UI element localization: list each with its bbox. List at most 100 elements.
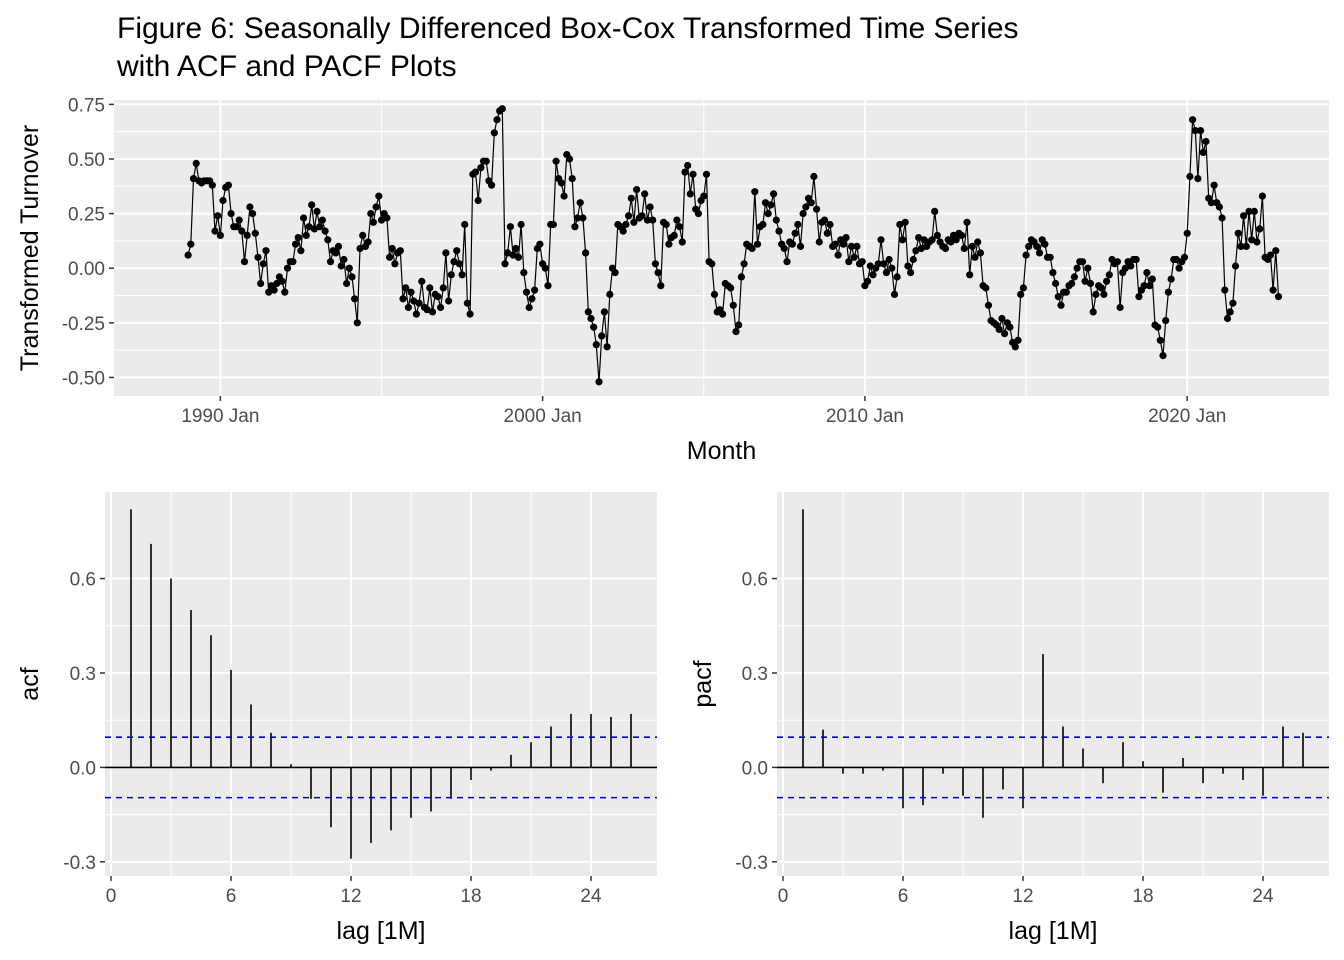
data-point [839, 240, 848, 248]
data-point [719, 310, 727, 318]
data-point [324, 236, 332, 244]
x-tick-label: 2010 Jan [826, 406, 904, 427]
data-point [630, 218, 638, 226]
data-point [866, 262, 874, 270]
data-point [1054, 293, 1062, 301]
data-point [375, 192, 383, 200]
data-point [1250, 207, 1258, 215]
x-tick-label: 18 [460, 886, 481, 907]
data-point [1226, 308, 1234, 316]
data-point [415, 299, 423, 307]
data-point [1146, 282, 1154, 290]
data-point [528, 295, 536, 303]
y-tick-label: 0.3 [70, 664, 96, 685]
data-point [587, 314, 595, 323]
data-point [1159, 352, 1167, 360]
data-point [1078, 258, 1087, 266]
data-point [461, 220, 469, 229]
data-point [294, 234, 302, 242]
chart-panel-acf: -0.3 0.0 0.3 0.6 0 6 12 18 24 lag [1M] acf [16, 492, 657, 945]
data-point [493, 116, 501, 124]
data-point [1014, 336, 1022, 344]
data-point [702, 170, 711, 178]
data-point [337, 262, 345, 270]
data-point [643, 216, 652, 224]
data-point [740, 260, 748, 268]
data-point [810, 172, 818, 181]
data-point [463, 299, 471, 307]
data-point [888, 264, 896, 272]
x-axis-title: Month [687, 437, 756, 465]
data-point [471, 168, 480, 176]
data-point [665, 240, 673, 248]
data-point [968, 242, 976, 250]
data-point [592, 341, 600, 349]
data-point [1237, 242, 1245, 250]
data-point [966, 271, 974, 279]
data-point [958, 231, 966, 239]
y-tick-label: 0.0 [742, 758, 768, 779]
x-tick-label: 2020 Jan [1148, 406, 1226, 427]
data-point [625, 212, 633, 220]
data-point [1223, 314, 1232, 323]
data-point [845, 258, 853, 266]
y-tick-label: 0.3 [742, 664, 768, 685]
data-point [1269, 286, 1277, 294]
plot-background [105, 492, 657, 876]
data-point [343, 279, 351, 288]
series-transformed-series [184, 105, 1283, 386]
data-point [399, 295, 407, 303]
data-point [1202, 137, 1210, 146]
y-tick-label: -0.25 [62, 314, 105, 335]
data-point [1245, 207, 1253, 215]
data-point [224, 181, 232, 189]
data-point [603, 343, 611, 351]
data-point [641, 190, 649, 198]
x-tick-label: 6 [226, 886, 237, 907]
data-point [565, 155, 574, 163]
data-point [1033, 242, 1041, 250]
data-point [520, 269, 528, 277]
data-point [458, 271, 466, 279]
data-point [877, 236, 885, 244]
data-point [386, 253, 394, 261]
data-point [909, 255, 917, 264]
y-axis-title: pacf [689, 660, 717, 707]
data-point [654, 269, 662, 277]
data-point [278, 277, 286, 285]
data-point [396, 247, 404, 255]
data-point [466, 310, 474, 318]
data-point [1253, 238, 1261, 246]
data-point [1135, 293, 1143, 301]
data-point [412, 310, 420, 318]
x-tick-label: 12 [340, 886, 361, 907]
data-point [187, 240, 195, 248]
data-point [445, 297, 453, 305]
data-point [882, 269, 891, 277]
data-point [512, 244, 520, 253]
data-point [893, 273, 901, 281]
data-point [960, 244, 968, 253]
data-point [1189, 116, 1197, 124]
data-point [907, 269, 915, 277]
data-point [442, 249, 450, 257]
data-point [1207, 199, 1215, 207]
data-point [305, 223, 313, 231]
data-point [536, 240, 544, 248]
data-point [874, 260, 882, 268]
series-acf [105, 509, 657, 859]
y-tick-label: 0.6 [70, 570, 96, 591]
data-point [455, 260, 463, 268]
data-point [1210, 181, 1218, 189]
data-point [858, 258, 866, 266]
y-tick-label: 0.00 [68, 259, 105, 280]
y-tick-label: 0.25 [68, 205, 105, 226]
data-point [638, 212, 646, 220]
data-point [571, 223, 579, 231]
data-point [584, 308, 592, 316]
data-point [560, 192, 568, 200]
data-point [568, 175, 576, 183]
data-point [759, 220, 767, 229]
data-point [509, 251, 517, 259]
data-point [300, 214, 308, 222]
